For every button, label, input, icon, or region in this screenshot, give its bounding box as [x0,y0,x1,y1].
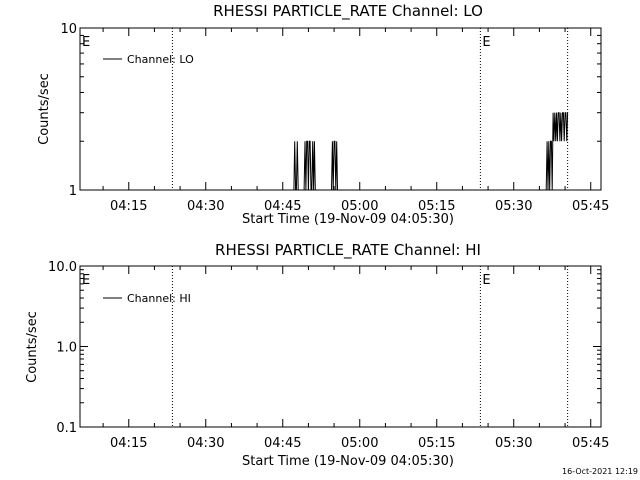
event-marker: E [482,35,490,50]
x-tick-label: 05:30 [495,199,532,214]
x-tick-label: 05:00 [341,199,378,214]
x-axis-label: Start Time (19-Nov-09 04:05:30) [242,454,454,469]
x-tick-label: 04:30 [187,436,224,451]
x-tick-label: 05:45 [572,436,609,451]
series-line [293,141,299,191]
event-marker: E [82,273,90,288]
event-lines [171,28,569,190]
x-tick-label: 05:45 [572,199,609,214]
event-marker: E [82,35,90,50]
panel-hi: RHESSI PARTICLE_RATE Channel: HI 0.1 1.0 1… [25,241,609,469]
y-axis-ticks: 1 10 [60,22,601,199]
y-tick-label: 10.0 [48,260,77,275]
y-axis-ticks: 0.1 1.0 10.0 [48,260,601,436]
series-line [545,112,569,191]
plot-frame [79,265,602,428]
event-marker: E [482,273,490,288]
x-axis-ticks: 04:15 04:30 04:45 05:00 05:15 05:30 05:45 [102,28,609,214]
series-group [293,112,569,191]
x-axis-label: Start Time (19-Nov-09 04:05:30) [242,212,454,227]
x-tick-label: 04:30 [187,199,224,214]
x-tick-label: 04:15 [110,199,147,214]
series-line [303,140,317,191]
legend-label: Channel: HI [127,292,191,305]
x-tick-label: 05:15 [418,436,455,451]
y-tick-label: 1 [69,184,77,199]
y-axis-label: Counts/sec [25,311,40,383]
x-tick-label: 04:45 [264,199,301,214]
x-tick-label: 05:00 [341,436,378,451]
x-tick-label: 04:45 [264,436,301,451]
series-line [331,140,338,191]
plot-frame [79,27,602,191]
x-tick-label: 05:15 [418,199,455,214]
footer-timestamp: 16-Oct-2021 12:19 [562,467,638,476]
x-tick-label: 05:30 [495,436,532,451]
y-tick-label: 1.0 [56,341,77,356]
x-axis-ticks: 04:15 04:30 04:45 05:00 05:15 05:30 05:45 [102,266,609,451]
x-tick-label: 04:15 [110,436,147,451]
y-axis-label: Counts/sec [37,73,52,145]
panel-lo: RHESSI PARTICLE_RATE Channel: LO 1 10 04:… [37,2,609,227]
chart-title: RHESSI PARTICLE_RATE Channel: HI [215,241,481,260]
chart-title: RHESSI PARTICLE_RATE Channel: LO [213,2,483,21]
y-tick-label: 0.1 [56,421,77,436]
legend-label: Channel: LO [127,53,194,66]
y-tick-label: 10 [60,22,77,37]
event-lines [171,266,569,427]
